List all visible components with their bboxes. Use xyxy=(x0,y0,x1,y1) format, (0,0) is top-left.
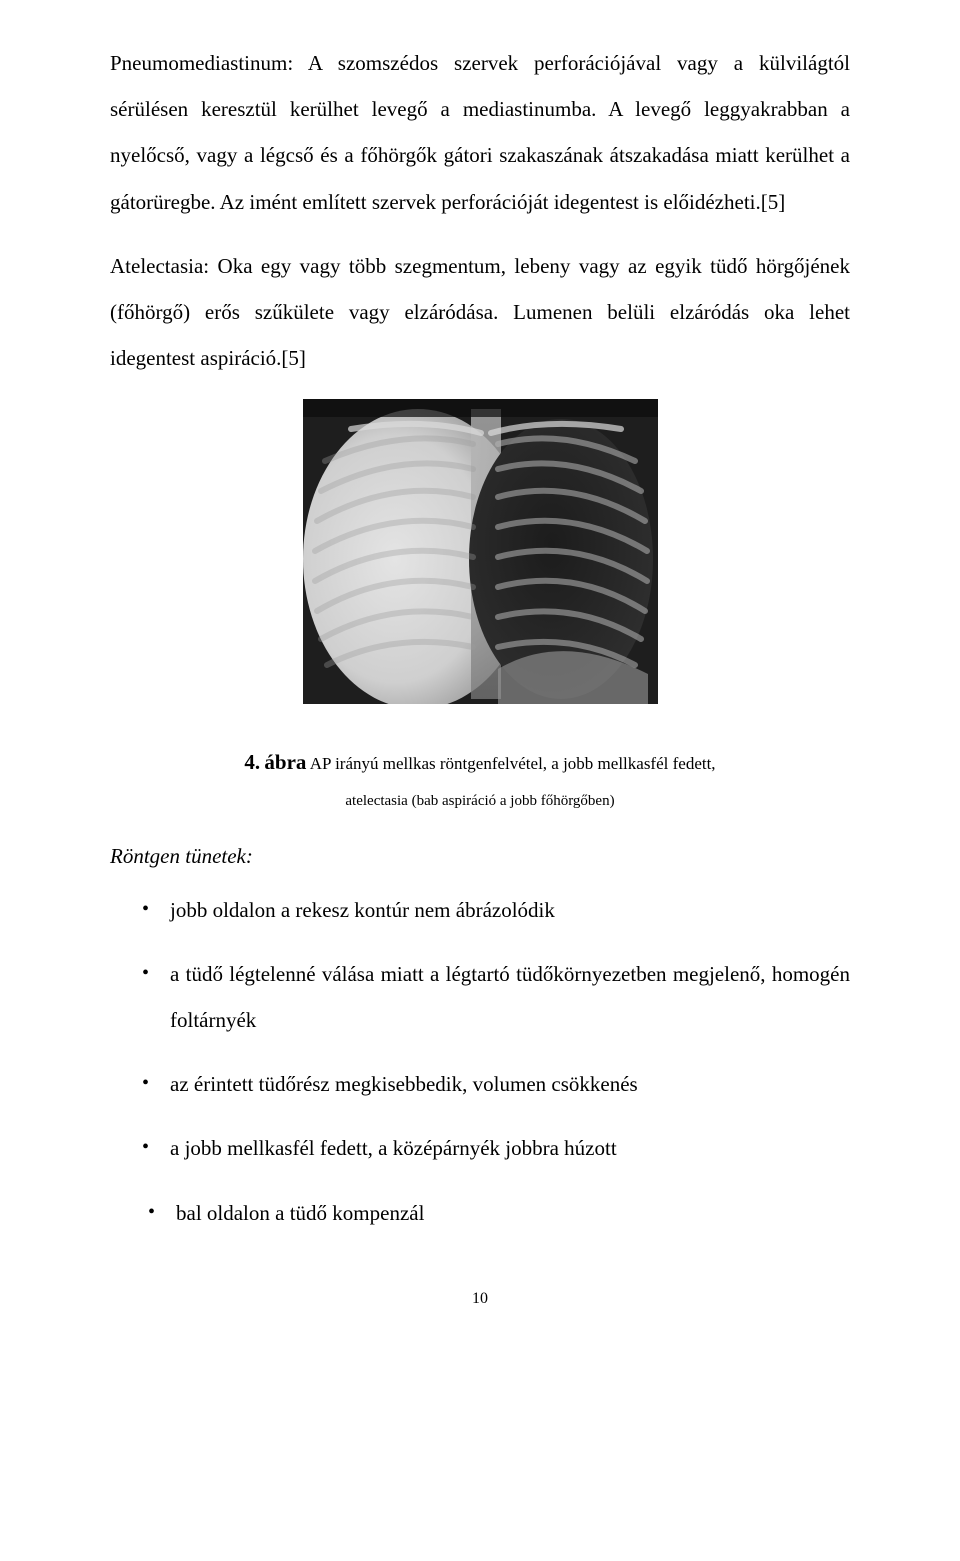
figure-container xyxy=(110,399,850,709)
page-number: 10 xyxy=(110,1290,850,1308)
figure-caption-line2: atelectasia (bab aspiráció a jobb főhörg… xyxy=(110,787,850,816)
list-item: a jobb mellkasfél fedett, a középárnyék … xyxy=(142,1125,850,1171)
figure-lead: ábra xyxy=(264,750,306,774)
xray-image xyxy=(303,399,658,704)
list-item: a tüdő légtelenné válása miatt a légtart… xyxy=(142,951,850,1043)
list-item: bal oldalon a tüdő kompenzál xyxy=(142,1190,850,1236)
list-item: jobb oldalon a rekesz kontúr nem ábrázol… xyxy=(142,887,850,933)
paragraph-pneumomediastinum: Pneumomediastinum: A szomszédos szervek … xyxy=(110,40,850,225)
bullet-list: jobb oldalon a rekesz kontúr nem ábrázol… xyxy=(110,887,850,1236)
list-item: az érintett tüdőrész megkisebbedik, volu… xyxy=(142,1061,850,1107)
figure-number: 4. xyxy=(244,750,260,774)
paragraph-atelectasia: Atelectasia: Oka egy vagy több szegmentu… xyxy=(110,243,850,382)
subheading-rontgen: Röntgen tünetek: xyxy=(110,844,850,869)
figure-caption: 4. ábra AP irányú mellkas röntgenfelvéte… xyxy=(110,743,850,815)
figure-caption-line1: AP irányú mellkas röntgenfelvétel, a job… xyxy=(306,754,715,773)
